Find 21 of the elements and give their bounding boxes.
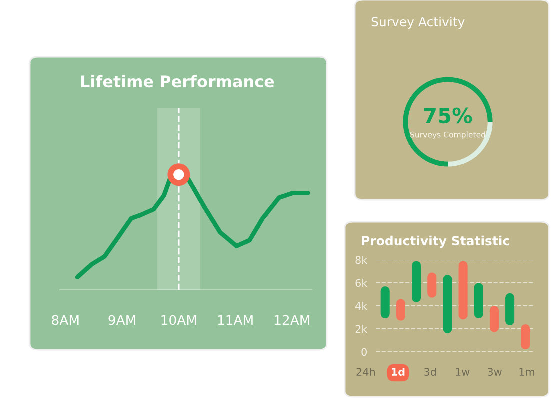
donut-slice — [403, 77, 493, 167]
chart-title: Productivity Statistic — [362, 236, 510, 248]
text: 1w — [456, 368, 470, 376]
text: 1m — [520, 368, 535, 376]
text: 3d — [424, 368, 436, 376]
text: 3w — [488, 368, 502, 376]
text: 1d — [392, 368, 405, 376]
y-tick-label: 8k — [356, 256, 368, 264]
y-tick-label: 2k — [356, 325, 368, 333]
y-tick-label: 4k — [356, 302, 368, 310]
x-tick-label: 12AM — [275, 315, 310, 326]
chart-title: Lifetime Performance — [81, 75, 274, 88]
x-tick-label: 8AM — [52, 315, 79, 326]
x-tick-label: 9AM — [108, 315, 136, 326]
text: 24h — [356, 368, 376, 376]
text: 75% — [424, 108, 472, 124]
x-tick-label: 10AM — [162, 315, 196, 326]
chart-title: Survey Activity — [372, 16, 465, 30]
y-tick-label: 0 — [362, 348, 367, 356]
x-tick-label: 11AM — [218, 315, 253, 326]
y-tick-label: 6k — [356, 279, 368, 288]
